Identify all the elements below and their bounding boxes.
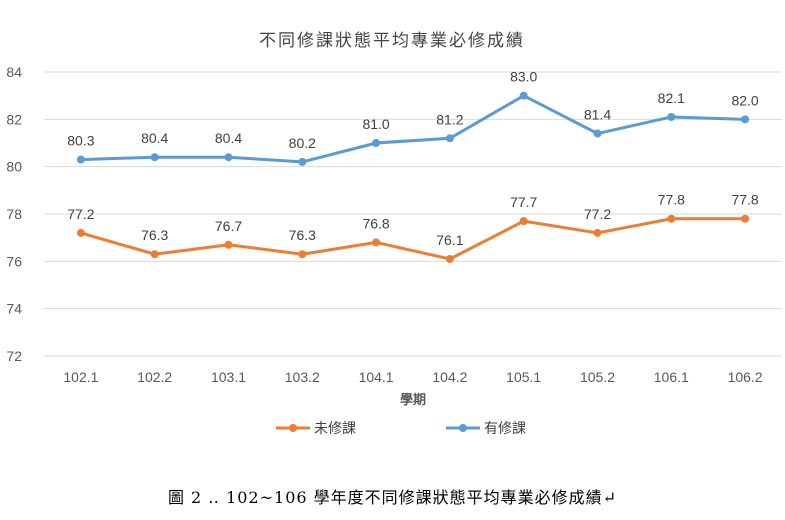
y-tick-label: 72 [6,348,22,364]
x-tick-label: 102.2 [137,369,172,385]
data-point [741,115,750,124]
x-tick-label: 105.1 [506,369,541,385]
data-point [372,238,381,247]
data-point [593,129,602,138]
y-tick-label: 84 [6,64,22,80]
chart-title: 不同修課狀態平均專業必修成績 [259,31,525,51]
series-1: 77.2 76.3 76.7 76.3 76.8 76.1 77.7 77.2 77.8 77.8 [67,192,759,263]
data-label: 76.8 [362,215,389,231]
legend-label: 有修課 [484,421,526,437]
data-point [76,155,85,164]
series-line [79,94,747,164]
data-label: 76.3 [141,227,168,243]
x-tick-label: 102.1 [63,369,98,385]
series-2: 80.3 80.4 80.4 80.2 81.0 81.2 83.0 81.4 82.1 82.0 [67,69,759,166]
data-point [298,250,307,259]
y-tick-label: 82 [6,111,22,127]
line-chart: 不同修課狀態平均專業必修成績 72 74 76 78 80 82 84 102.1 102.2… [6,31,782,437]
x-tick-label: 104.1 [359,369,394,385]
data-label: 77.8 [658,192,685,208]
data-label: 77.2 [584,206,611,222]
data-label: 76.3 [289,227,316,243]
data-label: 83.0 [510,69,537,85]
data-label: 81.0 [362,116,389,132]
x-tick-label: 105.2 [580,369,615,385]
series-line [79,217,747,261]
x-tick-label: 106.1 [654,369,689,385]
x-tick-label: 106.2 [728,369,763,385]
x-axis-title: 學期 [400,392,426,408]
y-tick-label: 76 [6,253,22,269]
data-point [224,240,233,249]
data-point [667,112,676,121]
legend-marker [459,424,467,432]
legend-marker [289,424,297,432]
legend-item: 有修課 [446,421,526,437]
x-tick-label: 103.1 [211,369,246,385]
data-label: 80.4 [215,130,242,146]
y-tick-label: 74 [6,301,22,317]
data-label: 82.0 [731,92,758,108]
data-label: 76.1 [436,232,463,248]
legend-label: 未修課 [314,421,356,437]
legend-item: 未修課 [276,421,356,437]
data-label: 81.2 [436,111,463,127]
data-label: 77.7 [510,194,537,210]
data-point [667,214,676,223]
data-point [150,250,159,259]
data-point [298,157,307,166]
x-axis-ticks: 102.1 102.2 103.1 103.2 104.1 104.2 105.1 105.2… [63,369,762,385]
data-point [445,134,454,143]
data-point [519,217,528,226]
figure-caption: 圖 2 ‥ 102~106 學年度不同修課狀態平均專業必修成績↵ [167,488,618,507]
data-point [224,153,233,162]
series-group: 77.2 76.3 76.7 76.3 76.8 76.1 77.7 77.2 77.8 77.8… [67,69,759,263]
data-point [445,254,454,263]
x-tick-label: 103.2 [285,369,320,385]
data-label: 76.7 [215,218,242,234]
data-point [593,228,602,237]
y-axis-ticks: 72 74 76 78 80 82 84 [6,64,22,364]
data-label: 82.1 [658,90,685,106]
y-tick-label: 78 [6,206,22,222]
data-label: 80.4 [141,130,168,146]
gridlines [44,71,782,357]
data-label: 77.2 [67,206,94,222]
y-tick-label: 80 [6,159,22,175]
data-point [372,139,381,147]
data-label: 80.3 [67,133,94,149]
x-tick-label: 104.2 [432,369,467,385]
data-point [519,91,528,100]
legend: 未修課 有修課 [276,421,526,437]
data-label: 77.8 [731,192,758,208]
data-point [741,214,750,223]
data-point [76,228,85,237]
data-label: 81.4 [584,107,611,123]
data-point [150,153,159,162]
data-label: 80.2 [289,135,316,151]
